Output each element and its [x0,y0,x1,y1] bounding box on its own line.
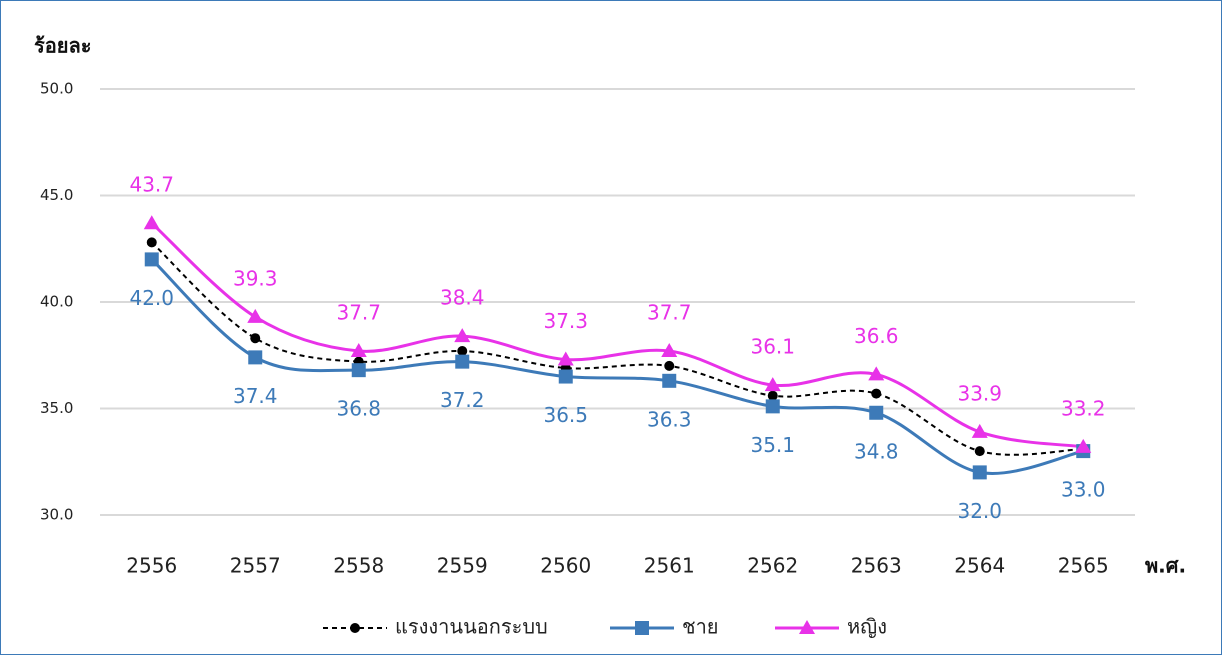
data-label: 37.2 [440,388,485,412]
point [767,390,778,401]
point [351,363,366,378]
data-label: 37.3 [543,309,588,333]
x-tick-label: 2561 [644,554,695,578]
point [146,237,157,248]
data-label: 36.8 [336,397,381,421]
point [974,446,985,457]
x-tick-label: 2563 [851,554,902,578]
data-label: 36.1 [750,335,795,359]
point [972,465,987,480]
data-label: 36.6 [854,324,899,348]
y-tick-label: 45.0 [40,186,73,204]
series-line [150,222,1084,449]
data-label: 37.4 [233,384,278,408]
data-label: 42.0 [129,286,174,310]
legend-item: หญิง [775,615,887,639]
point [454,328,471,343]
y-tick-label: 50.0 [40,80,73,98]
legend-marker [799,620,815,634]
data-label: 36.5 [543,403,588,427]
point [247,308,264,323]
point [868,366,885,381]
legend-item: ชาย [610,615,719,639]
legend-label: ชาย [682,615,719,639]
data-label: 33.2 [1061,396,1106,420]
point [144,252,159,267]
y-tick-label: 35.0 [40,399,73,417]
point [871,388,882,399]
point [664,360,675,371]
data-label: 37.7 [647,300,692,324]
data-label: 35.1 [750,433,795,457]
point [869,405,884,420]
point [248,350,263,365]
point [143,215,160,230]
y-axis-label: ร้อยละ [34,34,91,58]
data-label: 34.8 [854,439,899,463]
point [764,377,781,392]
x-tick-label: 2558 [333,554,384,578]
legend-marker [350,623,360,633]
data-label: 37.7 [336,300,381,324]
point [971,423,988,438]
point [350,342,367,357]
x-axis-label: พ.ศ. [1145,554,1186,578]
point [457,345,468,356]
legend-item: แรงงานนอกระบบ [323,615,548,639]
data-label: 39.3 [233,266,278,290]
point [661,342,678,357]
y-tick-label: 30.0 [40,506,73,524]
data-label: 43.7 [129,173,174,197]
data-label: 36.3 [647,407,692,431]
x-tick-label: 2562 [747,554,798,578]
point [557,351,574,366]
point [455,354,470,369]
x-tick-label: 2564 [954,554,1005,578]
legend-label: หญิง [847,615,887,639]
data-label: 33.0 [1061,478,1106,502]
x-tick-label: 2565 [1058,554,1109,578]
point [765,399,780,414]
point [662,373,677,388]
point [1075,438,1092,453]
series-line [150,258,1084,475]
point [558,369,573,384]
x-tick-label: 2560 [540,554,591,578]
data-label: 33.9 [957,381,1002,405]
series-line [151,241,1084,456]
legend-marker [635,621,649,635]
x-tick-label: 2557 [230,554,281,578]
legend-label: แรงงานนอกระบบ [395,615,548,639]
x-tick-label: 2559 [437,554,488,578]
data-label: 38.4 [440,286,485,310]
data-label: 32.0 [957,499,1002,523]
y-tick-label: 40.0 [40,293,73,311]
x-tick-label: 2556 [126,554,177,578]
point [250,333,261,344]
